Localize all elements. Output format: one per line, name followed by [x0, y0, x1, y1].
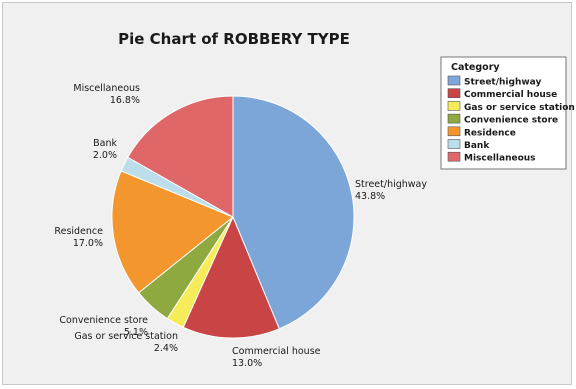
legend-swatch-convenience-store [447, 113, 461, 124]
slice-label-gas-or-service-station: Gas or service station [74, 331, 178, 342]
legend-swatch-gas-or-service-station [447, 101, 461, 111]
legend-label-miscellaneous: Miscellaneous [464, 154, 536, 164]
legend-label-street-highway: Street/highway [464, 78, 541, 88]
legend-swatch-bank [447, 139, 461, 149]
legend-label-bank: Bank [464, 141, 490, 151]
legend-label-gas-or-service-station: Gas or service station [464, 103, 575, 113]
slice-label-commercial-house: Commercial house [232, 346, 321, 357]
pie-slice-commercial-house [182, 215, 280, 339]
legend-label-convenience-store: Convenience store [464, 116, 558, 126]
legend-label-commercial-house: Commercial house [464, 90, 557, 100]
slice-value-residence: 17.0% [73, 238, 103, 249]
pie-slice-street-highway [232, 95, 355, 330]
legend-box [440, 56, 567, 170]
slice-value-gas-or-service-station: 2.4% [154, 343, 178, 354]
pie-slices [111, 95, 355, 339]
legend-title: Category [451, 62, 500, 73]
slice-value-commercial-house: 13.0% [232, 358, 262, 369]
slice-label-bank: Bank [93, 138, 117, 149]
legend-swatch-commercial-house [447, 88, 461, 98]
slice-value-bank: 2.0% [93, 150, 117, 161]
slice-value-convenience-store: 5.1% [124, 327, 148, 338]
legend-swatch-residence [447, 126, 461, 137]
pie-slice-residence [111, 170, 234, 294]
legend-items: Street/highway Commercial house Gas or ser… [447, 75, 575, 164]
pie-slice-miscellaneous [127, 95, 234, 218]
legend-label-residence: Residence [464, 128, 516, 138]
slice-label-convenience-store: Convenience store [59, 315, 148, 326]
chart-title: Pie Chart of ROBBERY TYPE [118, 30, 350, 48]
legend: Category Street/highway Commercial house G… [440, 56, 575, 170]
slice-value-miscellaneous: 16.8% [110, 95, 140, 106]
slice-label-street-highway: Street/highway [355, 179, 427, 190]
slice-label-miscellaneous: Miscellaneous [73, 83, 140, 94]
legend-swatch-miscellaneous [447, 151, 461, 162]
legend-swatch-street-highway [447, 75, 461, 86]
slice-value-street-highway: 43.8% [355, 191, 385, 202]
slice-label-residence: Residence [54, 226, 103, 237]
